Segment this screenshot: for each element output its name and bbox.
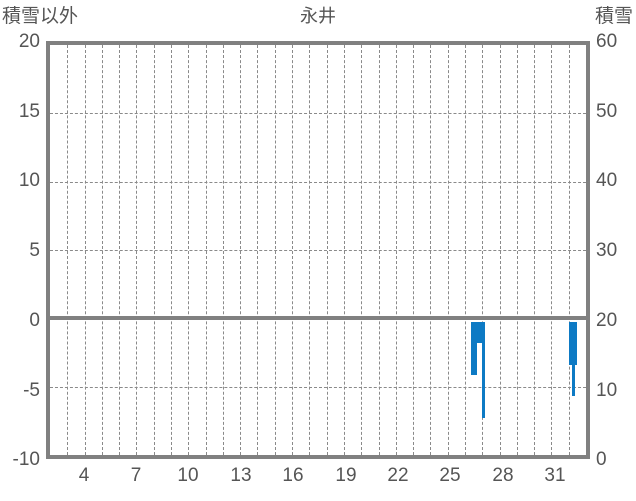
zero-line — [50, 316, 586, 321]
x-axis-tick-label: 22 — [387, 465, 409, 486]
y-axis-right-tick-label: 50 — [596, 101, 618, 122]
x-axis-tick-label: 4 — [78, 465, 90, 486]
y-axis-right-tick-label: 30 — [596, 240, 618, 261]
plot-area — [46, 41, 590, 459]
right-axis-title: 積雪 — [594, 6, 633, 27]
y-axis-right-tick-label: 10 — [596, 380, 618, 401]
horizontal-gridline — [50, 386, 586, 388]
bar-day26-left — [471, 322, 477, 375]
y-axis-left-tick-label: 5 — [29, 240, 40, 261]
y-axis-right-tick-label: 40 — [596, 170, 618, 191]
x-axis-tick-label: 25 — [439, 465, 461, 486]
x-axis-tick-label: 13 — [230, 465, 252, 486]
plot-inner — [50, 45, 586, 455]
bar-day26-thin — [482, 322, 485, 418]
x-axis-tick-label: 31 — [544, 465, 566, 486]
y-axis-left-tick-label: -5 — [23, 380, 40, 401]
y-axis-left-tick-label: 15 — [18, 101, 40, 122]
y-axis-left-tick-label: 20 — [18, 31, 40, 52]
x-axis-tick-label: 10 — [177, 465, 199, 486]
y-axis-right-tick-label: 60 — [596, 31, 618, 52]
page-title: 永井 — [300, 6, 336, 26]
y-axis-left-tick-label: -10 — [12, 449, 40, 470]
y-axis-left-tick-label: 0 — [29, 310, 40, 331]
x-axis-tick-label: 16 — [282, 465, 304, 486]
left-axis-title: 積雪以外 — [2, 6, 79, 27]
y-axis-left-tick-label: 10 — [18, 170, 40, 191]
bar-day31-thin — [572, 322, 575, 396]
x-axis-tick-label: 28 — [492, 465, 514, 486]
y-axis-right-tick-label: 0 — [596, 449, 607, 470]
horizontal-gridline — [50, 113, 586, 115]
x-axis-tick-label: 19 — [335, 465, 357, 486]
y-axis-right-tick-label: 20 — [596, 310, 618, 331]
horizontal-gridline — [50, 250, 586, 251]
horizontal-gridline — [50, 181, 586, 183]
x-axis-tick-label: 7 — [130, 465, 142, 486]
